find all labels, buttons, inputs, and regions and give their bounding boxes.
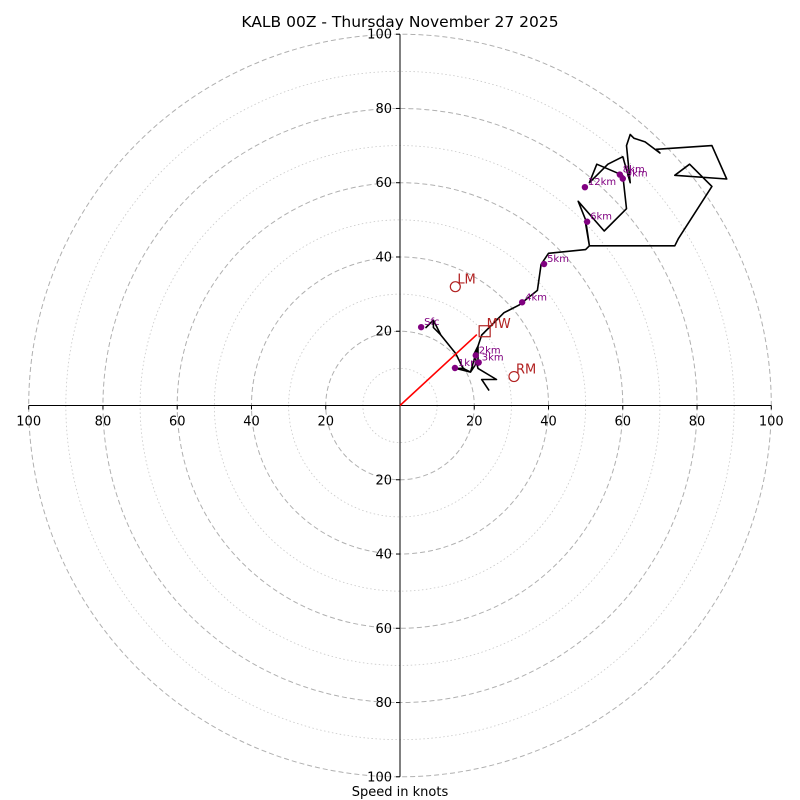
storm-motion-lm [449,281,461,293]
hodograph-trace [425,133,728,392]
height-marker-sfc [417,323,425,331]
x-tick-label: 20 [317,415,334,430]
height-marker-12km [581,183,589,191]
x-tick-label: 80 [95,415,112,430]
height-marker-4km [518,299,526,306]
height-marker-1km [451,364,459,372]
height-marker-3km [475,359,482,366]
storm-motion-mw [478,325,491,338]
y-tick-label: 80 [375,102,392,117]
x-tick-label: 80 [689,415,706,430]
y-tick-label: 20 [375,473,392,488]
y-tick-label: 20 [375,325,392,340]
y-tick-label: 80 [375,696,392,711]
y-tick-label: 60 [375,622,392,637]
hodograph-trace-group [425,133,728,392]
height-label-12km: 12km [588,177,616,188]
storm-motion-rm [508,370,520,383]
height-marker-5km [540,260,548,268]
height-label-5km: 5km [547,254,569,265]
height-label-8km: 8km [623,165,645,176]
height-label-sfc: Sfc [424,317,439,328]
x-tick-label: 40 [540,415,557,430]
shear-vector-group [399,333,478,407]
x-tick-label: 40 [243,415,260,430]
height-label-6km: 6km [590,212,612,223]
storm-label-mw: MW [487,317,511,332]
storm-motion-markers: LM RM MW [449,273,536,383]
height-label-9km: 9km [626,169,648,180]
height-label-4km: 4km [525,292,547,303]
axis-ticks: 100 100 80 80 60 60 40 40 20 20 20 20 40 40 60 60 80 80 10… [16,28,783,786]
storm-label-lm: LM [457,273,475,288]
x-tick-label: 100 [16,415,41,430]
height-label-2km: 2km [479,345,501,356]
x-tick-label: 60 [615,415,632,430]
shear-vector-line [399,333,478,407]
x-tick-label: 100 [759,415,784,430]
y-tick-label: 100 [367,28,392,43]
y-tick-label: 40 [375,250,392,265]
y-tick-label: 60 [375,176,392,191]
storm-label-rm: RM [516,363,536,378]
x-axis-label: Speed in knots [352,785,449,800]
height-marker-6km [583,218,591,225]
y-tick-label: 40 [375,548,392,563]
height-label-3km: 3km [482,352,504,363]
x-tick-label: 20 [466,415,483,430]
y-tick-label: 100 [367,770,392,785]
height-label-1km: 1km [458,358,480,369]
chart-title: KALB 00Z - Thursday November 27 2025 [241,13,558,31]
height-marker-9km [619,175,626,182]
x-tick-label: 60 [169,415,186,430]
height-marker-2km [472,352,479,359]
